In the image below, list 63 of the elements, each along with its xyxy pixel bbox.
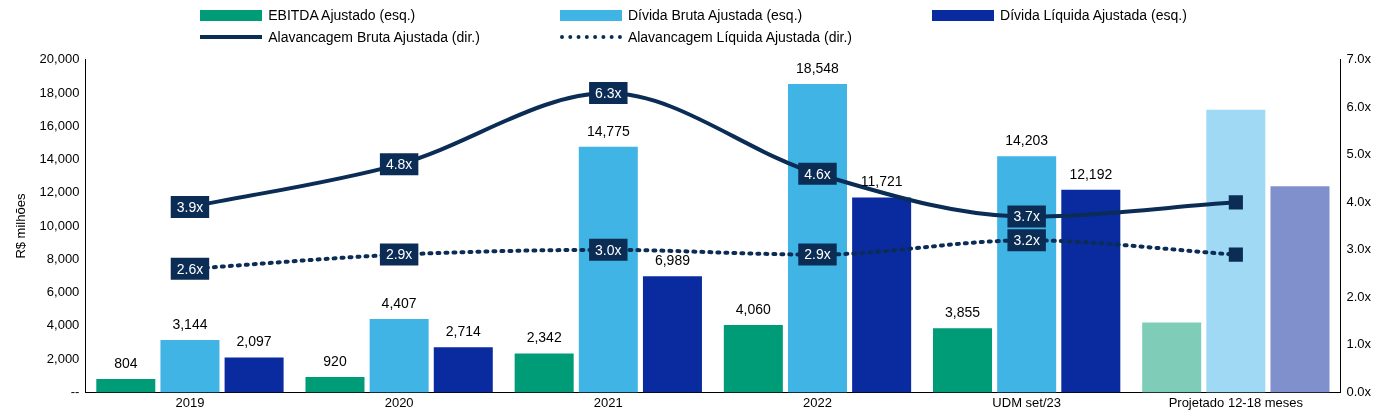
data-label: 920: [323, 352, 347, 369]
x-tick-label: Projetado 12-18 meses: [1168, 394, 1304, 410]
y-tick-label: 2,000: [46, 350, 80, 366]
bar: [224, 357, 284, 393]
bar: [160, 340, 220, 393]
bar: [1142, 322, 1202, 393]
y-axis-title: R$ milhões: [13, 193, 29, 259]
x-tick-label: 2019: [175, 394, 205, 410]
y-tick-label: 16,000: [39, 117, 80, 133]
y2-tick-label: 2.0x: [1346, 288, 1372, 304]
y-tick-label: 18,000: [39, 84, 80, 100]
data-label: 2,714: [445, 323, 481, 340]
data-label: 2,097: [236, 333, 272, 350]
y-tick-label: 6,000: [46, 284, 80, 300]
x-tick-label: 2021: [593, 394, 623, 410]
legend-label: EBITDA Ajustado (esq.): [268, 7, 416, 23]
data-label: 4,060: [735, 300, 772, 317]
data-label: 6,989: [654, 252, 691, 269]
legend-label: Alavancagem Líquida Ajustada (dir.): [627, 29, 853, 45]
y2-tick-label: 3.0x: [1346, 241, 1372, 257]
data-label: 14,203: [1005, 132, 1049, 149]
bar: [642, 276, 702, 393]
y-tick-label: 4,000: [46, 317, 80, 333]
y2-tick-label: 5.0x: [1346, 146, 1372, 162]
data-label: 12,192: [1069, 165, 1113, 182]
bar: [787, 83, 847, 393]
x-tick-label: 2020: [384, 394, 414, 410]
legend-label: Alavancagem Bruta Ajustada (dir.): [268, 29, 480, 45]
bar: [96, 379, 156, 393]
bar: [933, 328, 993, 393]
y2-tick-label: 6.0x: [1346, 98, 1372, 114]
x-tick-label: 2022: [803, 394, 832, 410]
y-tick-label: 20,000: [39, 51, 80, 67]
y-tick-label: --: [70, 383, 80, 399]
bar: [305, 377, 365, 393]
y-tick-label: 14,000: [39, 151, 80, 167]
y2-tick-label: 7.0x: [1346, 51, 1372, 67]
data-label: 14,775: [586, 122, 630, 139]
data-label: 3,855: [944, 304, 981, 321]
bar: [1270, 186, 1330, 393]
legend-label: Dívida Bruta Ajustada (esq.): [627, 7, 803, 23]
bar: [1206, 109, 1266, 393]
y-tick-label: 10,000: [39, 217, 80, 233]
bar: [433, 347, 493, 393]
x-tick-label: UDM set/23: [992, 394, 1061, 410]
bar: [852, 197, 912, 393]
data-label: 2,342: [526, 329, 562, 346]
y2-tick-label: 0.0x: [1346, 383, 1372, 399]
bar: [369, 319, 429, 393]
y2-tick-label: 4.0x: [1346, 193, 1372, 209]
data-label: 804: [114, 354, 138, 371]
data-label: 3,144: [172, 315, 208, 332]
bar: [578, 146, 638, 393]
bar: [514, 353, 574, 393]
legend-label: Dívida Líquida Ajustada (esq.): [1000, 7, 1187, 23]
bar: [1061, 189, 1121, 393]
data-label: 4,407: [381, 294, 417, 311]
y-tick-label: 8,000: [46, 250, 80, 266]
data-label: 11,721: [860, 173, 903, 190]
bar: [723, 324, 783, 393]
data-label: 18,548: [796, 59, 840, 76]
y-tick-label: 12,000: [39, 184, 80, 200]
y2-tick-label: 1.0x: [1346, 336, 1372, 352]
